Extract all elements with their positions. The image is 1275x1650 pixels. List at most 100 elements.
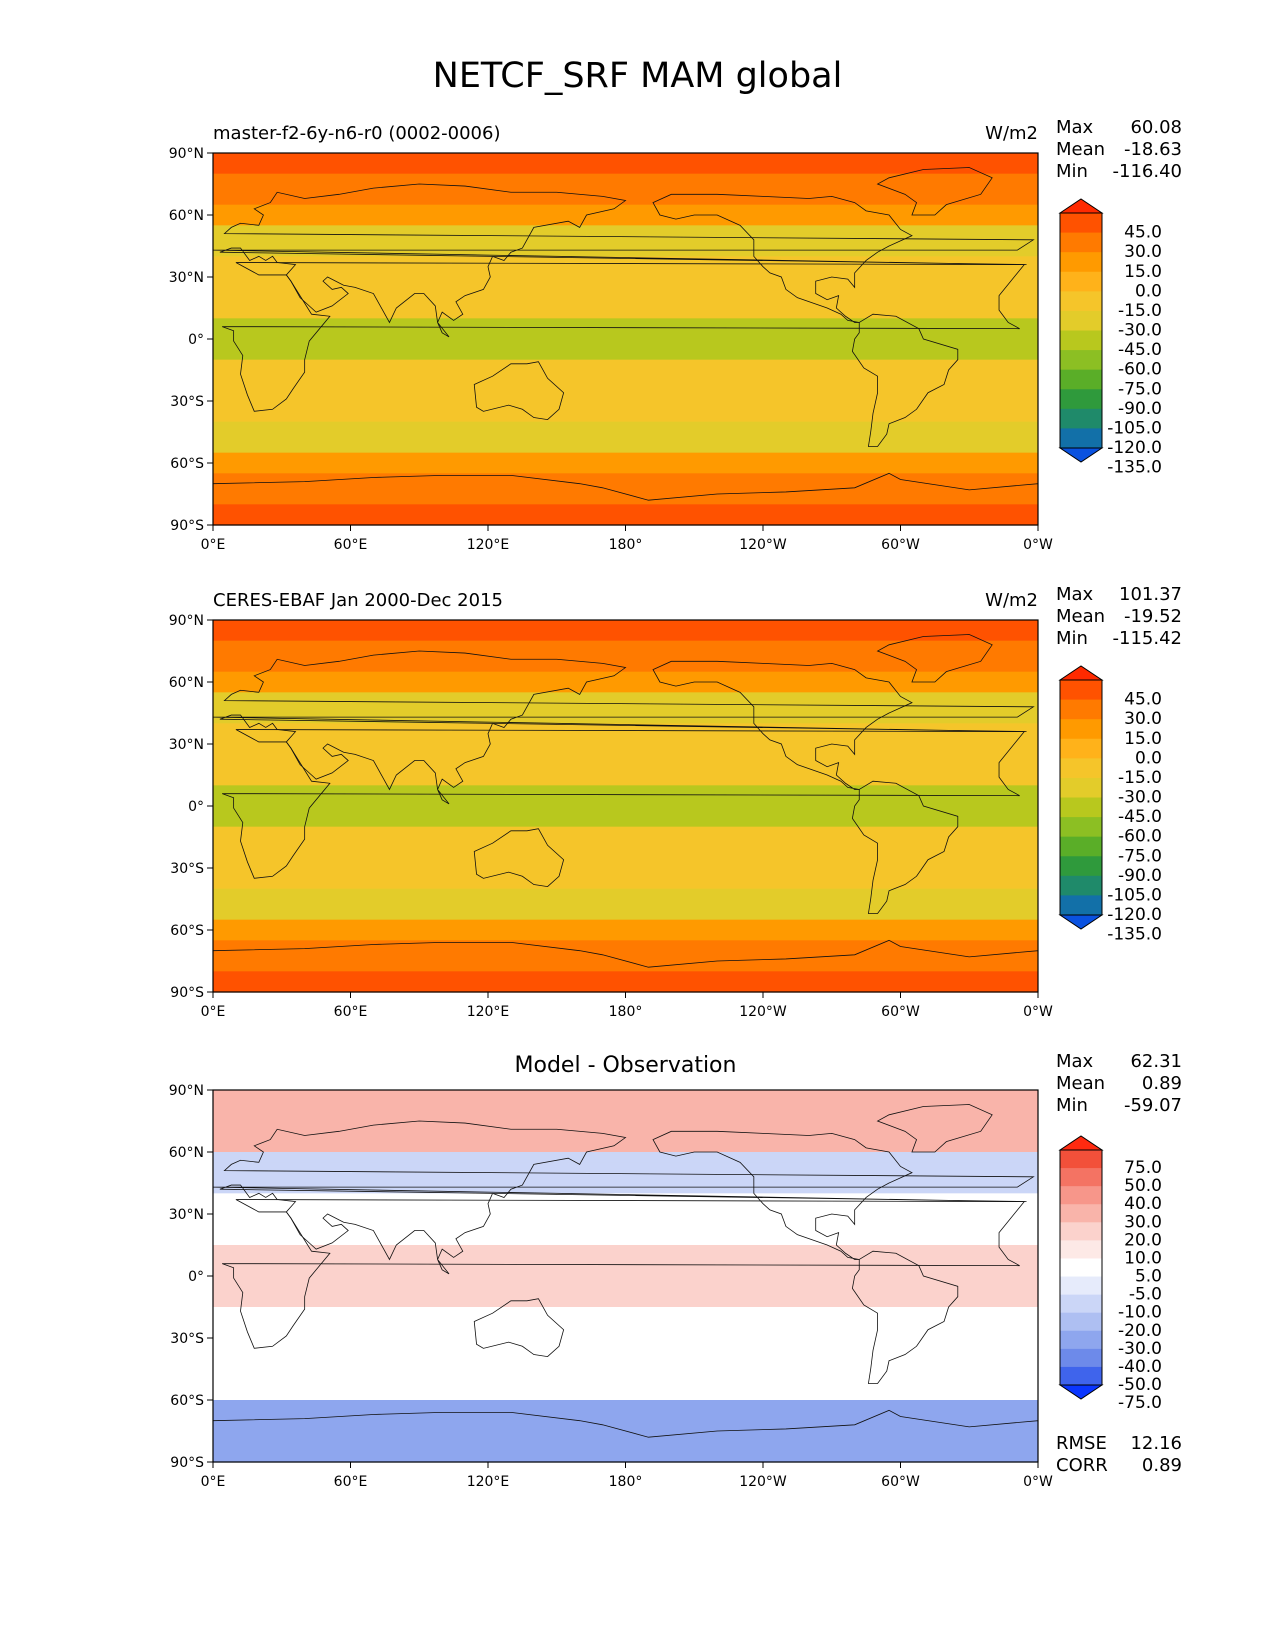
lon-tick-label: 120°E (467, 1004, 510, 1020)
lon-tick-label: 0°E (201, 1474, 226, 1490)
lon-tick-label: 60°E (334, 537, 368, 553)
coastline (652, 1130, 913, 1260)
field-band (213, 370, 1038, 381)
field-band (213, 390, 1038, 402)
field-band (213, 421, 1038, 433)
stat-mean: Mean 0.89 (1056, 1073, 1182, 1094)
colorbar-level-label: -90.0 (1118, 399, 1162, 419)
stat-mean: Mean -18.63 (1056, 139, 1182, 160)
panel-1-left-title: master-f2-6y-n6-r0 (0002-0006) (213, 123, 501, 144)
colorbar-level-label: -30.0 (1118, 1339, 1162, 1359)
field-band (213, 651, 1038, 662)
lon-tick-label: 120°W (739, 537, 787, 553)
field-band (213, 204, 1038, 216)
colorbar: 75.050.040.030.020.010.05.0-5.0-10.0-20.… (1058, 1135, 1162, 1413)
field-band (213, 692, 1038, 704)
field-band (213, 1431, 1038, 1442)
lon-tick-label: 60°E (334, 1474, 368, 1490)
colorbar-level-label: -30.0 (1118, 321, 1162, 341)
coastline (473, 828, 565, 888)
coastline (222, 729, 1026, 879)
lon-tick-label: 180° (609, 537, 643, 553)
panel-2-left-title: CERES-EBAF Jan 2000-Dec 2015 (213, 590, 503, 611)
field-band (213, 1172, 1038, 1184)
lon-tick-label: 60°W (881, 1474, 920, 1490)
colorbar-segment (1060, 680, 1102, 701)
field-band (213, 640, 1038, 652)
field-band (213, 733, 1038, 745)
field-band (213, 1451, 1038, 1463)
colorbar-frame (1059, 679, 1103, 916)
field-band (213, 620, 1038, 631)
map-field (212, 153, 1039, 526)
colorbar-segment (1060, 1294, 1102, 1314)
coastline (851, 313, 959, 447)
coastline (222, 1199, 1026, 1349)
colorbar-level-label: 30.0 (1124, 242, 1162, 262)
colorbar-level-label: -50.0 (1118, 1375, 1162, 1395)
colorbar-level-label: 30.0 (1124, 1212, 1162, 1232)
lon-tick-label: 0°E (201, 537, 226, 553)
field-band (213, 256, 1038, 268)
lon-tick-label: 60°W (881, 537, 920, 553)
field-band (213, 713, 1038, 724)
colorbar-level-label: -5.0 (1129, 1285, 1162, 1305)
colorbar-segment (1060, 1312, 1102, 1332)
field-band (213, 1389, 1038, 1401)
colorbar-segment (1060, 252, 1102, 273)
field-band (213, 1193, 1038, 1205)
colorbar-segment (1060, 1168, 1102, 1187)
lat-tick-label: 60°S (170, 1393, 204, 1409)
field-band (213, 1245, 1038, 1256)
lat-tick-label: 60°S (170, 923, 204, 939)
colorbar-segment (1060, 895, 1102, 916)
colorbar-level-label: -135.0 (1107, 458, 1162, 478)
lon-tick-label: 120°W (739, 1004, 787, 1020)
colorbar-segment (1060, 310, 1102, 331)
stat-min: Min -59.07 (1056, 1095, 1182, 1116)
colorbar-level-label: -75.0 (1118, 1393, 1162, 1413)
lat-tick-label: 30°N (169, 737, 204, 753)
colorbar-level-label: -120.0 (1107, 905, 1162, 925)
field-band (213, 1131, 1038, 1143)
colorbar-level-label: -10.0 (1118, 1303, 1162, 1323)
colorbar-segment (1060, 1222, 1102, 1241)
field-band (213, 173, 1038, 185)
colorbar-segment (1060, 699, 1102, 720)
coastline (652, 193, 913, 323)
field-band (213, 1286, 1038, 1298)
field-band (213, 930, 1038, 941)
colorbar-segment (1060, 213, 1102, 234)
field-band (213, 1441, 1038, 1453)
figure-title: NETCF_SRF MAM global (432, 56, 843, 96)
field-band (213, 1348, 1038, 1360)
colorbar-frame (1059, 212, 1103, 449)
stat-rmse: RMSE 12.16 (1056, 1433, 1182, 1454)
colorbar-level-label: 75.0 (1124, 1158, 1162, 1178)
field-band (213, 483, 1038, 495)
colorbar-segment (1060, 758, 1102, 779)
lat-tick-label: 30°S (170, 861, 204, 877)
field-band (213, 847, 1038, 859)
field-band (213, 1224, 1038, 1236)
coastline (851, 780, 959, 914)
field-band (213, 961, 1038, 972)
coastline (652, 660, 913, 790)
stat-corr: CORR 0.89 (1056, 1455, 1182, 1476)
colorbar-segment (1060, 408, 1102, 429)
field-band (213, 1327, 1038, 1339)
field-band (213, 723, 1038, 735)
colorbar-level-label: 10.0 (1124, 1248, 1162, 1268)
field-band (213, 514, 1038, 526)
field-band (213, 1265, 1038, 1277)
coastline (222, 262, 1026, 412)
colorbar-level-label: -105.0 (1107, 885, 1162, 905)
field-band (213, 1152, 1038, 1163)
colorbar-level-label: 15.0 (1124, 262, 1162, 282)
lat-tick-label: 90°S (170, 518, 204, 534)
lon-tick-label: 60°E (334, 1004, 368, 1020)
field-band (213, 349, 1038, 361)
field-band (213, 702, 1038, 714)
field-band (213, 1100, 1038, 1112)
